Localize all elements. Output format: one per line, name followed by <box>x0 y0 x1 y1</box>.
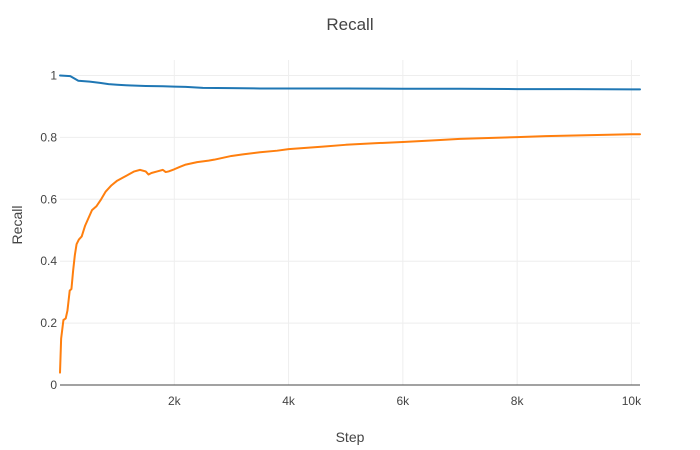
series-line-2 <box>59 133 641 374</box>
x-tick-label: 2k <box>168 394 182 408</box>
chart-title: Recall <box>326 15 373 34</box>
x-tick-label: 6k <box>397 394 411 408</box>
x-tick-label: 4k <box>282 394 296 408</box>
y-tick-label: 0.4 <box>40 254 57 268</box>
tick-layer: 0 0.2 0.4 0.6 0.8 1 2k 4k 6k 8k 10k <box>40 68 642 408</box>
y-axis-title: Recall <box>9 206 25 245</box>
y-tick-label: 0.2 <box>40 316 57 330</box>
series-line-1 <box>59 74 641 91</box>
series-layer <box>59 74 641 374</box>
x-axis-title: Step <box>336 429 365 445</box>
x-tick-label: 10k <box>622 394 642 408</box>
y-tick-label: 0 <box>50 378 57 392</box>
y-tick-label: 0.8 <box>40 130 57 144</box>
x-tick-label: 8k <box>511 394 525 408</box>
grid-layer <box>60 60 640 385</box>
y-tick-label: 1 <box>50 68 57 82</box>
y-tick-label: 0.6 <box>40 192 57 206</box>
